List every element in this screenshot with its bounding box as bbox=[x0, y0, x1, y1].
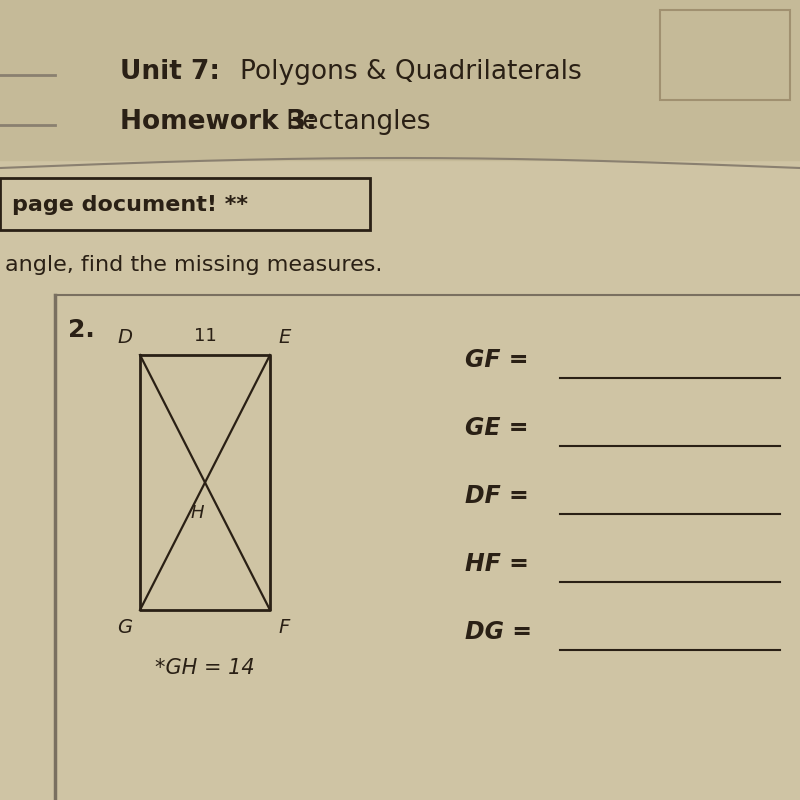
Text: Homework 3:: Homework 3: bbox=[120, 109, 317, 135]
Text: Unit 7:: Unit 7: bbox=[120, 59, 220, 85]
Text: DG =: DG = bbox=[465, 620, 532, 644]
Bar bbox=[660, 10, 790, 100]
Text: DF =: DF = bbox=[465, 484, 529, 508]
Text: D: D bbox=[117, 328, 132, 347]
Text: G: G bbox=[117, 618, 132, 637]
Text: F: F bbox=[278, 618, 290, 637]
Text: *GH = 14: *GH = 14 bbox=[155, 658, 255, 678]
Text: E: E bbox=[278, 328, 290, 347]
Text: Rectangles: Rectangles bbox=[285, 109, 430, 135]
Text: angle, find the missing measures.: angle, find the missing measures. bbox=[5, 255, 382, 275]
Text: HF =: HF = bbox=[465, 552, 529, 576]
Text: GE =: GE = bbox=[465, 416, 529, 440]
Text: 2.: 2. bbox=[68, 318, 94, 342]
Bar bbox=[0, 0, 800, 160]
Text: 11: 11 bbox=[194, 327, 216, 345]
Bar bbox=[0, 178, 370, 230]
Text: Polygons & Quadrilaterals: Polygons & Quadrilaterals bbox=[240, 59, 582, 85]
Text: H: H bbox=[190, 503, 204, 522]
Text: GF =: GF = bbox=[465, 348, 529, 372]
Text: page document! **: page document! ** bbox=[12, 195, 248, 215]
